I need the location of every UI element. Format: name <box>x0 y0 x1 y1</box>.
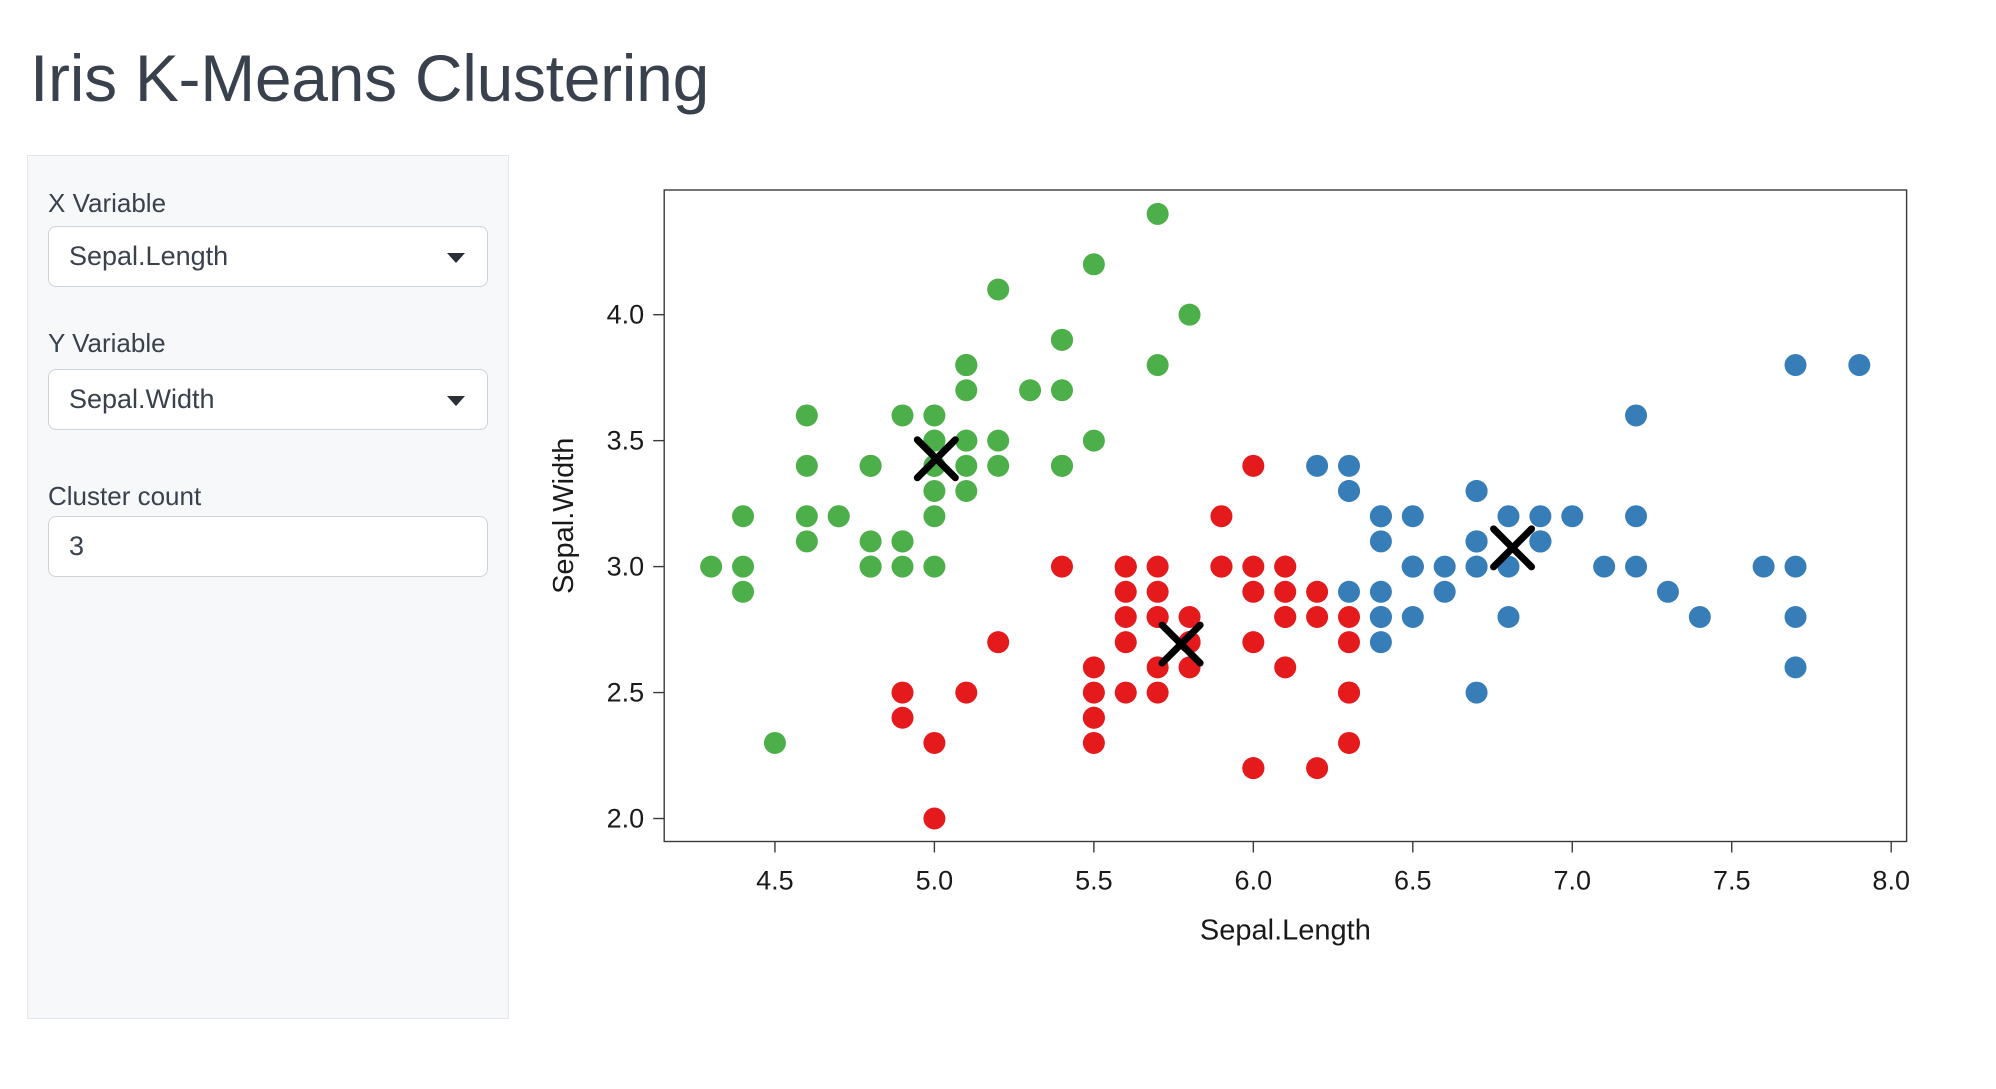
svg-text:Sepal.Length: Sepal.Length <box>1200 915 1371 947</box>
svg-text:3.0: 3.0 <box>607 552 645 582</box>
svg-text:6.5: 6.5 <box>1394 866 1432 896</box>
svg-text:5.5: 5.5 <box>1075 866 1113 896</box>
svg-text:7.5: 7.5 <box>1713 866 1751 896</box>
svg-text:4.0: 4.0 <box>607 300 645 330</box>
svg-text:3.5: 3.5 <box>607 426 645 456</box>
svg-text:6.0: 6.0 <box>1235 866 1273 896</box>
svg-text:7.0: 7.0 <box>1553 866 1591 896</box>
svg-text:4.5: 4.5 <box>756 866 794 896</box>
svg-text:2.0: 2.0 <box>607 804 645 834</box>
svg-text:5.0: 5.0 <box>916 866 954 896</box>
svg-text:Sepal.Width: Sepal.Width <box>548 438 580 594</box>
svg-text:8.0: 8.0 <box>1872 866 1910 896</box>
svg-text:2.5: 2.5 <box>607 678 645 708</box>
